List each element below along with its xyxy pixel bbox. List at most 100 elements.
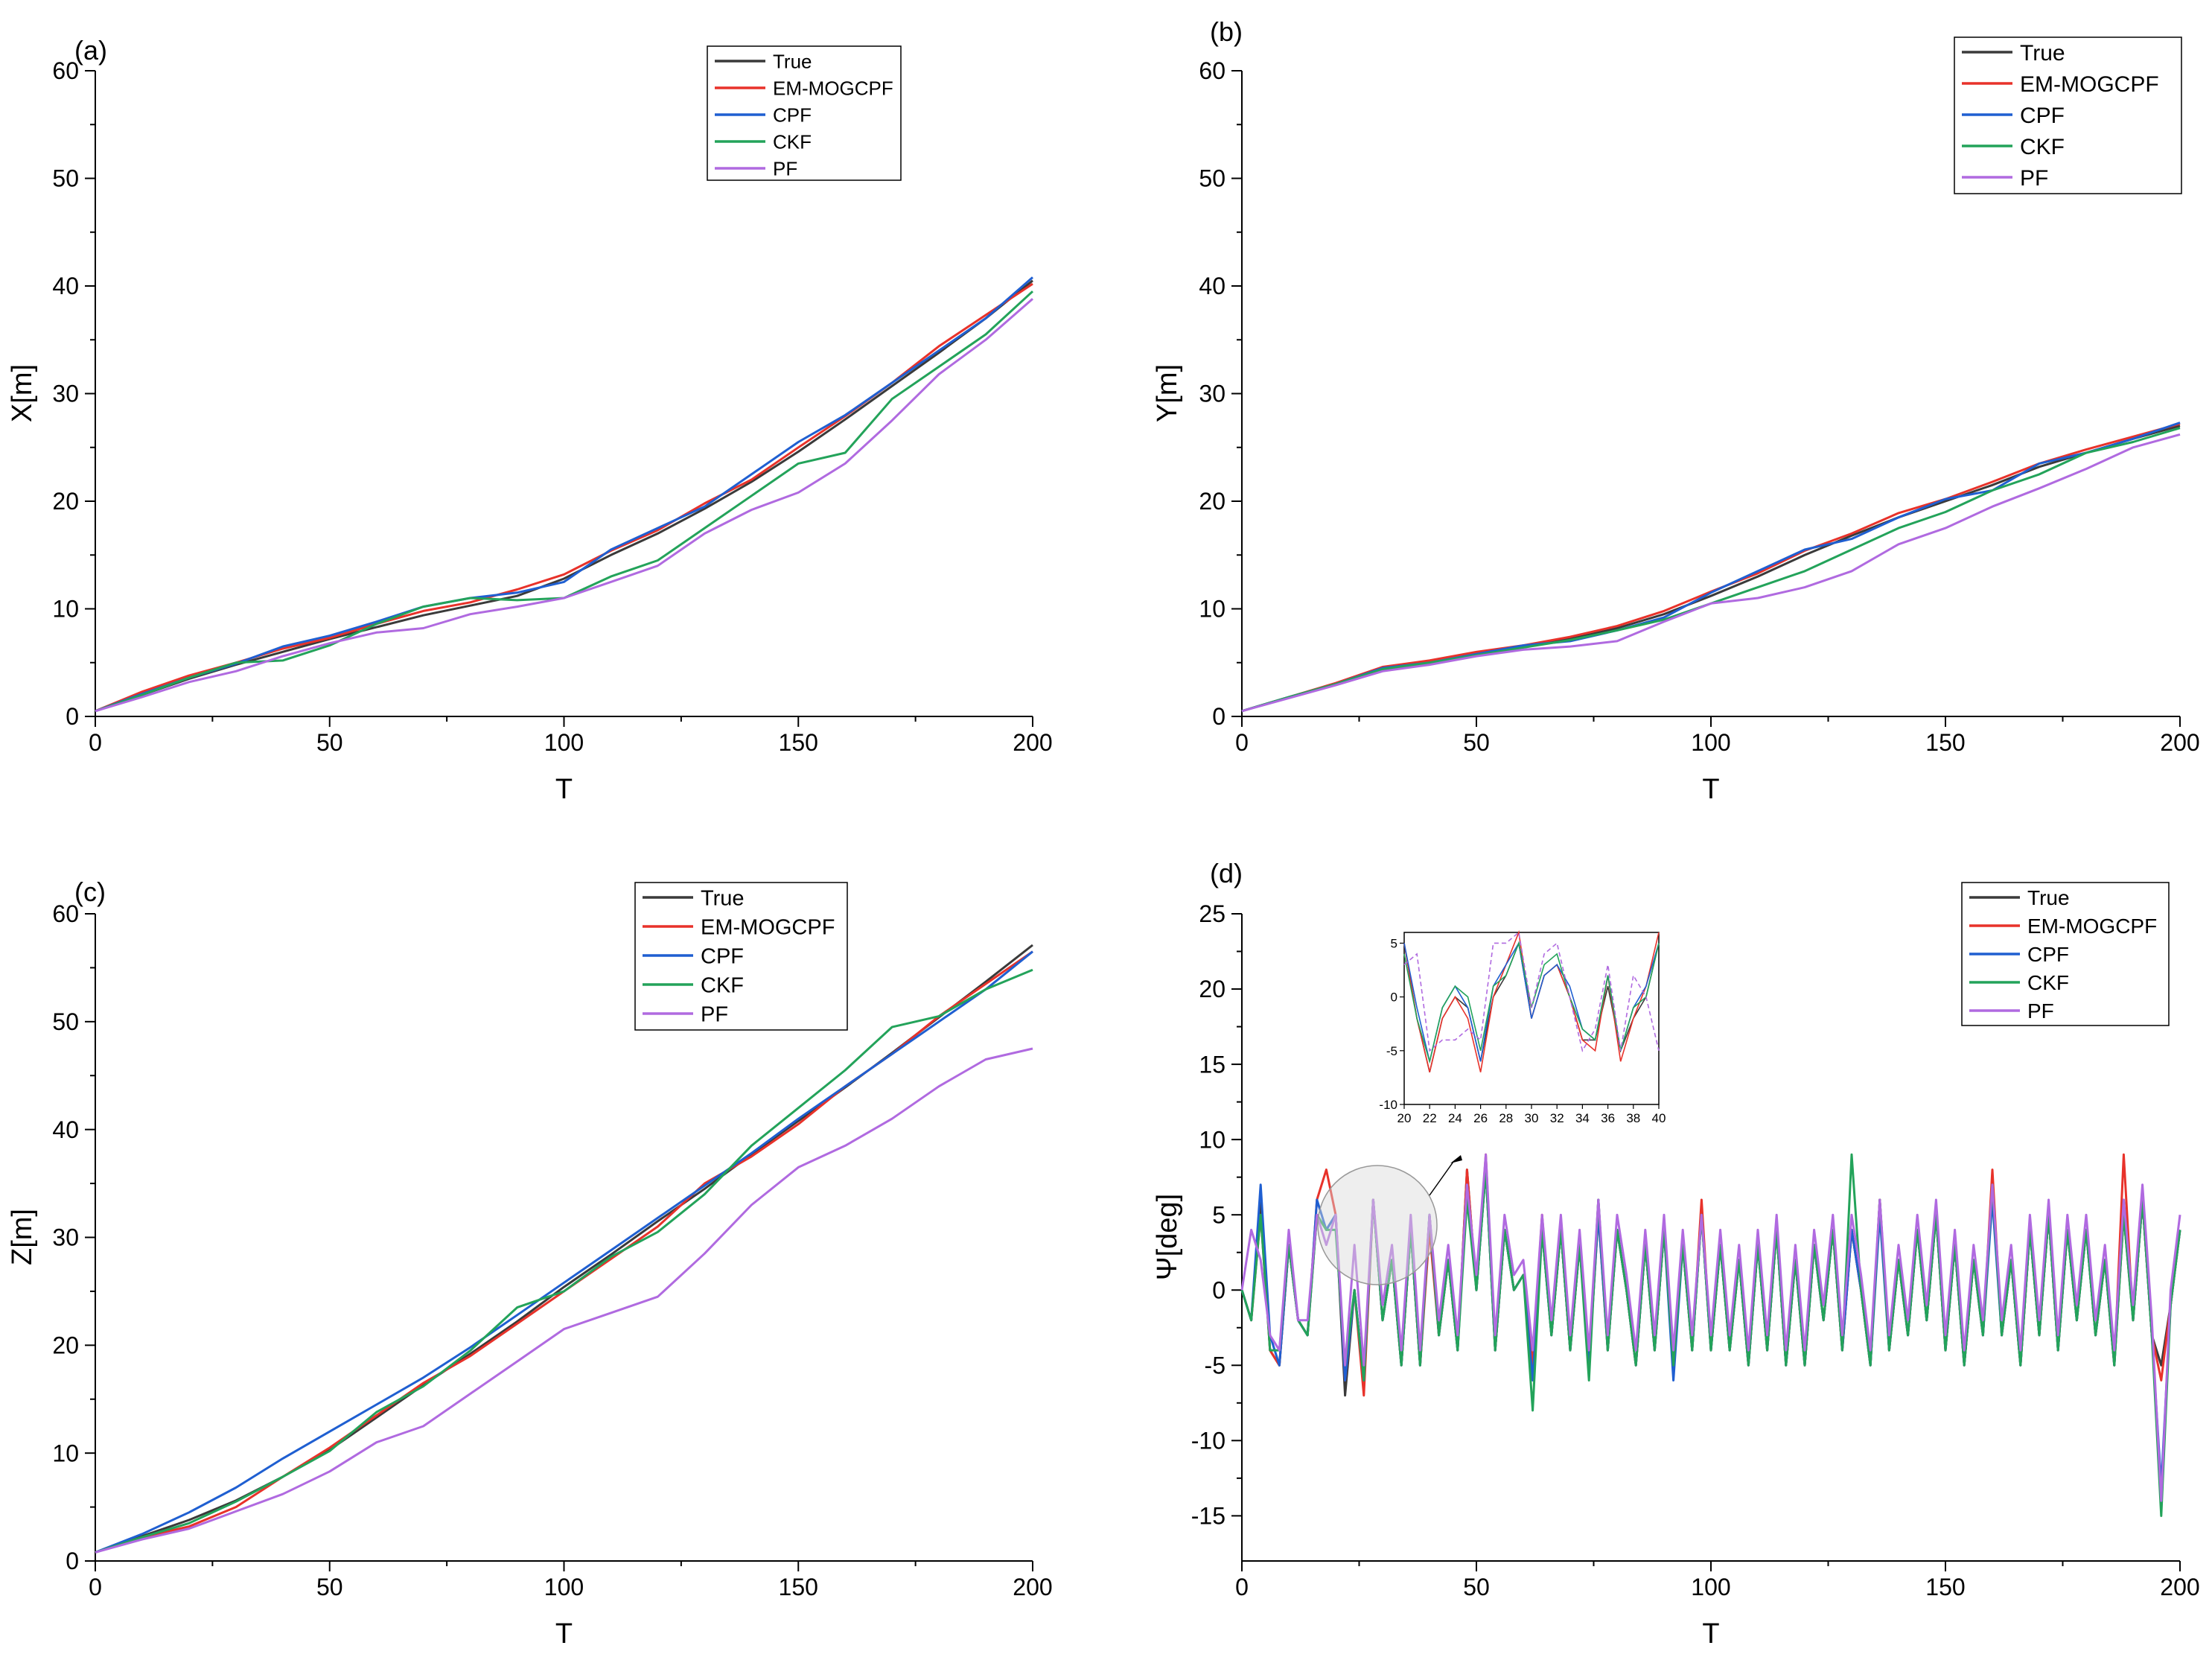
legend-label-c-3: CKF [701, 973, 744, 997]
x-axis-label-d: T [1702, 1618, 1719, 1650]
y-tick-label-b-2: 20 [1199, 488, 1225, 515]
panel-d: 0 50 100 150 200-15-10-50510152025(d)TΨ[deg]… [1152, 858, 2200, 1650]
inset-x-tick-label-6: 32 [1550, 1111, 1564, 1125]
legend-label-c-1: EM-MOGCPF [701, 915, 835, 939]
legend-label-d-1: EM-MOGCPF [2027, 915, 2157, 938]
y-tick-label-c-2: 20 [52, 1332, 79, 1359]
y-axis-label-a: X[m] [7, 364, 38, 422]
series-line-a-cpf [95, 276, 1033, 713]
y-tick-label-a-0: 0 [66, 703, 79, 730]
x-tick-label-a-3: 150 [779, 729, 818, 756]
inset-x-tick-label-0: 20 [1397, 1111, 1412, 1125]
legend-label-d-0: True [2027, 886, 2070, 909]
panel-label-d: (d) [1210, 858, 1243, 888]
inset-x-tick-label-10: 40 [1652, 1111, 1666, 1125]
x-tick-label-d-3: 150 [1925, 1574, 1965, 1600]
y-tick-label-b-0: 0 [1212, 703, 1225, 730]
panel-b: 0 50 100 150 200 0 10 20 30 40 50 60 (b) T Y[m] True EM-… [1152, 16, 2200, 805]
panel-label-a: (a) [74, 35, 107, 66]
y-tick-label-d-1: -10 [1191, 1428, 1225, 1454]
y-axis-label-d: Ψ[deg] [1152, 1194, 1183, 1280]
inset-y-tick-label-1: -5 [1386, 1044, 1397, 1058]
y-tick-label-b-5: 50 [1199, 165, 1225, 192]
series-line-c-cpf [95, 950, 1033, 1554]
series-line-b-pf [1241, 433, 2181, 713]
x-tick-label-c-1: 50 [316, 1574, 343, 1600]
legend-label-a-2: CPF [773, 104, 812, 126]
y-tick-label-b-4: 40 [1199, 273, 1225, 299]
zoom-circle [1317, 1165, 1438, 1285]
x-tick-label-a-4: 200 [1013, 729, 1052, 756]
legend-label-b-2: CPF [2020, 104, 2065, 128]
y-tick-label-b-6: 60 [1199, 57, 1225, 84]
x-tick-label-b-0: 0 [1235, 729, 1249, 756]
x-tick-label-b-3: 150 [1925, 729, 1965, 756]
inset-x-tick-label-5: 30 [1525, 1111, 1539, 1125]
y-axis-label-c: Z[m] [7, 1209, 38, 1265]
legend-label-d-4: PF [2027, 999, 2054, 1023]
panel-c: 0 50 100 150 200 0 10 20 30 40 50 60(c) T Z[m] True EM-… [7, 877, 1053, 1650]
x-tick-label-c-3: 150 [779, 1574, 818, 1600]
y-tick-label-a-6: 60 [52, 57, 79, 84]
y-tick-label-d-3: 0 [1212, 1276, 1225, 1303]
legend-label-d-3: CKF [2027, 971, 2069, 994]
legend-label-a-4: PF [773, 157, 797, 179]
inset-series-line-pf [1403, 931, 1660, 1052]
y-tick-label-c-4: 40 [52, 1116, 79, 1143]
y-tick-label-d-2: -5 [1205, 1352, 1225, 1379]
x-tick-label-d-1: 50 [1463, 1574, 1490, 1600]
series-line-c-em-mogcpf [95, 950, 1033, 1554]
legend-label-b-4: PF [2020, 166, 2048, 191]
y-axis-label-b: Y[m] [1152, 364, 1183, 422]
x-tick-label-a-1: 50 [316, 729, 343, 756]
legend-label-d-2: CPF [2027, 943, 2069, 966]
y-tick-label-c-3: 30 [52, 1224, 79, 1251]
x-axis-label-b: T [1702, 774, 1719, 805]
series-line-a-ckf [95, 290, 1034, 713]
legend-label-b-0: True [2020, 41, 2065, 66]
legend-label-a-0: True [773, 50, 812, 72]
y-tick-label-d-7: 20 [1199, 976, 1225, 1002]
x-tick-label-a-2: 100 [544, 729, 584, 756]
series-line-c-ckf [95, 968, 1033, 1554]
legend-label-c-2: CPF [701, 944, 744, 968]
inset-x-tick-label-1: 22 [1423, 1111, 1437, 1125]
series-line-d-pf [1240, 1153, 2181, 1502]
legend-label-b-3: CKF [2020, 135, 2065, 159]
y-tick-label-a-4: 40 [52, 273, 79, 299]
x-tick-label-b-1: 50 [1463, 729, 1490, 756]
x-tick-label-c-2: 100 [544, 1574, 584, 1600]
panel-a: 0 50 100 150 200 0 10 20 30 40 50 60(a) T X[m] True EM-… [7, 35, 1053, 805]
y-tick-label-b-1: 10 [1199, 596, 1225, 623]
y-tick-label-c-6: 60 [52, 900, 79, 927]
legend-a: True EM-MOGCPF CPF CKF PF [707, 45, 902, 181]
inset-x-tick-label-7: 34 [1575, 1111, 1590, 1125]
inset-y-tick-label-0: -10 [1379, 1098, 1397, 1112]
x-tick-label-c-0: 0 [89, 1574, 102, 1600]
legend-label-c-4: PF [701, 1002, 728, 1026]
legend-d: True EM-MOGCPF CPF CKF PF [1961, 882, 2170, 1026]
y-tick-label-d-8: 25 [1199, 900, 1225, 927]
inset-y-tick-label-3: 5 [1391, 936, 1397, 950]
x-tick-label-c-4: 200 [1013, 1574, 1052, 1600]
legend-label-a-3: CKF [773, 130, 812, 153]
x-tick-label-b-2: 100 [1691, 729, 1730, 756]
series-line-b-ckf [1241, 427, 2181, 713]
legend-label-b-1: EM-MOGCPF [2020, 72, 2159, 97]
x-tick-label-d-2: 100 [1691, 1574, 1730, 1600]
series-line-a-true [95, 279, 1033, 713]
inset-d: 20 22 24 26 28 30 32 34 36 38 40 -10 -5 0 5 [1379, 929, 1666, 1125]
y-tick-label-a-1: 10 [52, 596, 79, 623]
y-tick-label-d-5: 10 [1199, 1126, 1225, 1153]
inset-x-tick-label-3: 26 [1473, 1111, 1488, 1125]
x-axis-label-c: T [555, 1618, 573, 1650]
y-tick-label-b-3: 30 [1199, 381, 1225, 407]
inset-x-tick-label-8: 36 [1601, 1111, 1615, 1125]
legend-c: True EM-MOGCPF CPF CKF PF [634, 882, 848, 1031]
inset-x-tick-label-2: 24 [1448, 1111, 1462, 1125]
y-tick-label-d-6: 15 [1199, 1051, 1225, 1078]
x-tick-label-a-0: 0 [89, 729, 102, 756]
y-tick-label-a-5: 50 [52, 165, 79, 192]
x-axis-label-a: T [555, 774, 573, 805]
